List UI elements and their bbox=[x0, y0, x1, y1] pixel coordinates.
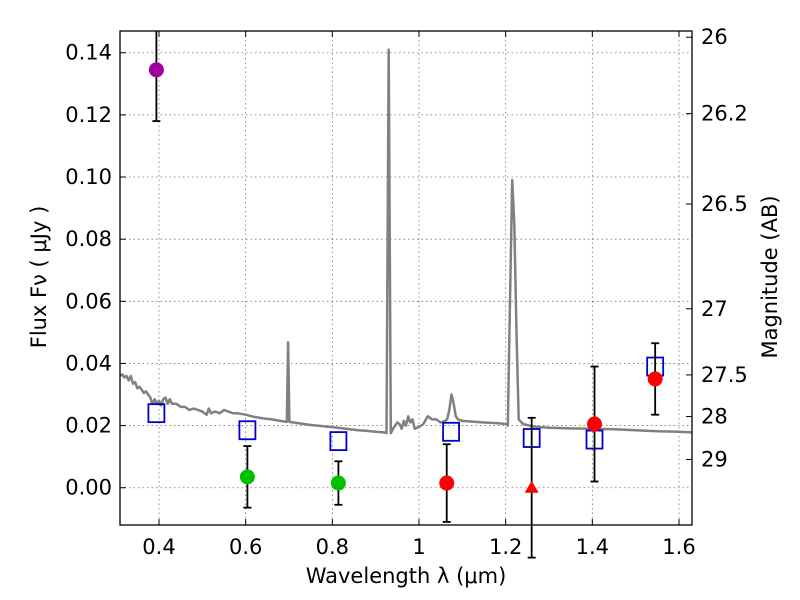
y-tick-label: 0.06 bbox=[65, 289, 112, 313]
observed-point-triangle bbox=[524, 480, 539, 493]
observed-point-magenta bbox=[148, 62, 164, 78]
observed-point-green bbox=[330, 475, 346, 491]
observed-point-red bbox=[439, 475, 455, 491]
y-tick-label: 0.12 bbox=[65, 103, 112, 127]
mag-tick-label: 26.5 bbox=[701, 192, 748, 216]
x-tick-label: 1 bbox=[412, 535, 425, 559]
x-tick-label: 1.2 bbox=[489, 535, 522, 559]
observed-point-green bbox=[239, 469, 255, 485]
y-tick-label: 0.10 bbox=[65, 165, 112, 189]
x-axis-title: Wavelength λ (μm) bbox=[306, 564, 507, 588]
x-tick-label: 1.4 bbox=[576, 535, 609, 559]
y-tick-label: 0.04 bbox=[65, 351, 112, 375]
observed-point-red bbox=[587, 416, 602, 432]
model-point-square bbox=[329, 431, 348, 452]
mag-tick-label: 27.5 bbox=[701, 363, 748, 387]
x-tick-label: 0.6 bbox=[229, 535, 262, 559]
mag-tick-label: 27 bbox=[701, 297, 728, 321]
y-tick-label: 0.02 bbox=[65, 414, 112, 438]
y2-axis-title: Magnitude (AB) bbox=[758, 195, 782, 358]
mag-tick-label: 29 bbox=[701, 447, 728, 471]
mag-tick-label: 26.2 bbox=[701, 102, 748, 126]
tick-layer: 0.4 0.6 0.8 1 1.2 1.4 1.6 0.00 0.02 0.04 0.06 0.08 0… bbox=[65, 25, 748, 559]
y-tick-label: 0.08 bbox=[65, 227, 112, 251]
x-tick-label: 1.6 bbox=[662, 535, 695, 559]
mag-tick-label: 28 bbox=[701, 405, 728, 429]
model-point-square bbox=[238, 420, 257, 441]
mag-tick-label: 26 bbox=[701, 25, 728, 49]
x-tick-label: 0.4 bbox=[142, 535, 175, 559]
model-point-square bbox=[442, 421, 460, 442]
x-tick-label: 0.8 bbox=[316, 535, 349, 559]
model-point-square bbox=[147, 403, 166, 424]
y-tick-label: 0.00 bbox=[65, 476, 112, 500]
data-layer bbox=[119, 31, 693, 559]
observed-point-red bbox=[647, 371, 663, 387]
sed-model-line bbox=[119, 48, 693, 435]
plot-frame bbox=[119, 30, 693, 526]
grid-layer bbox=[120, 31, 692, 525]
y-tick-label: 0.14 bbox=[65, 41, 112, 65]
y-axis-title: Flux Fν ( μJy ) bbox=[27, 206, 51, 349]
